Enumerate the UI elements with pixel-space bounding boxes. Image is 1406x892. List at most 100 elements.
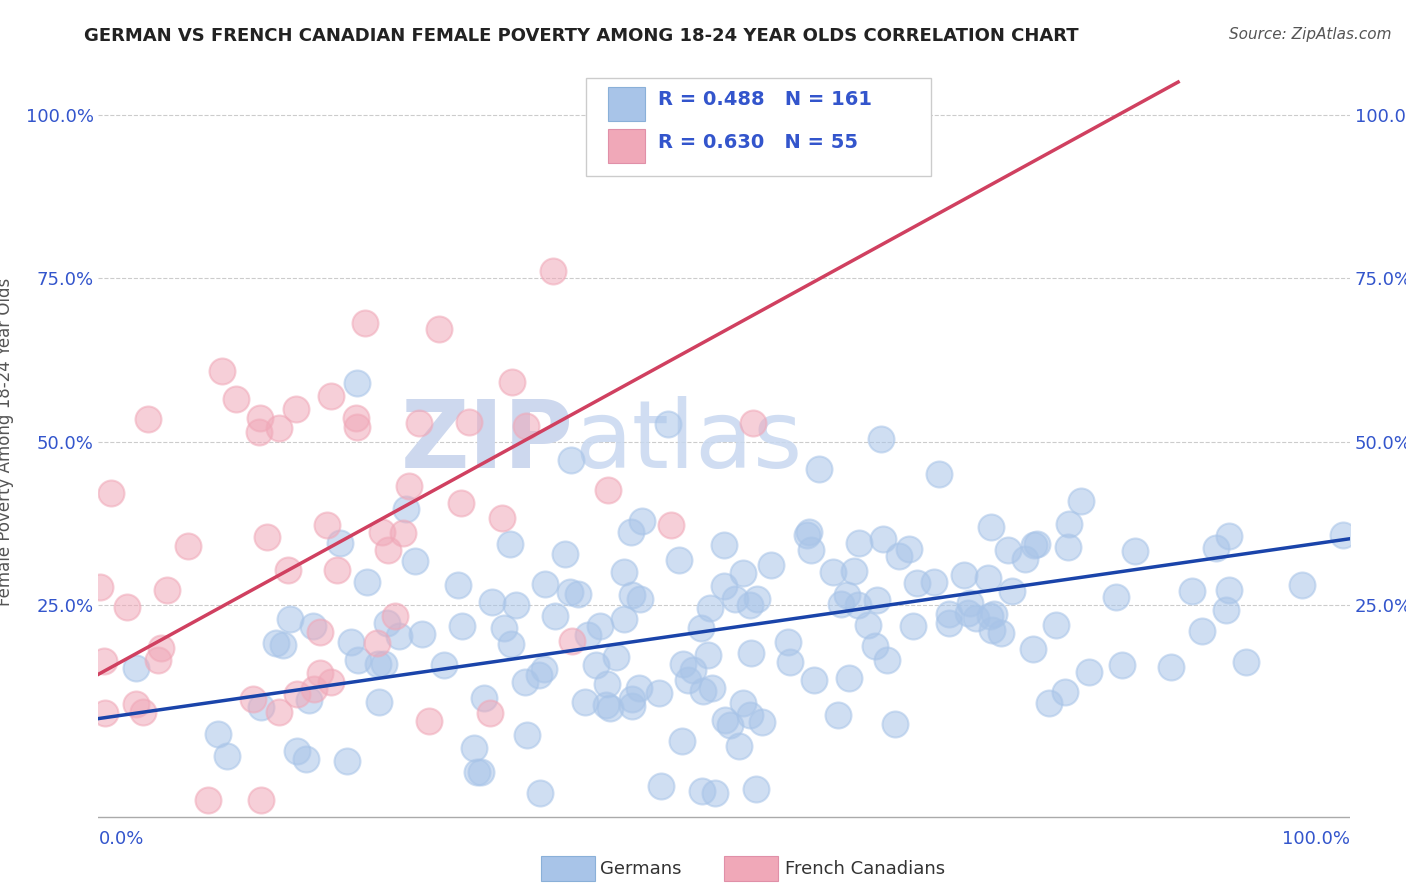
Point <box>672 657 695 672</box>
Point <box>738 707 761 722</box>
Point <box>922 574 945 589</box>
Point <box>451 618 474 632</box>
Point <box>1215 602 1237 616</box>
Point <box>713 579 735 593</box>
Point <box>742 416 765 430</box>
Point <box>699 601 721 615</box>
Point <box>513 675 536 690</box>
Point <box>408 417 430 431</box>
Point <box>835 588 858 602</box>
Point <box>821 565 844 579</box>
Point <box>377 542 399 557</box>
Point <box>336 754 359 768</box>
Point <box>980 519 1002 533</box>
Point <box>620 524 643 539</box>
Point <box>808 462 831 476</box>
Point <box>558 585 581 599</box>
Point <box>620 588 643 602</box>
Point <box>952 567 974 582</box>
Point <box>427 322 450 336</box>
Point <box>724 592 747 607</box>
Point <box>1057 540 1080 554</box>
Point <box>714 713 737 727</box>
Point <box>215 749 238 764</box>
Point <box>585 657 607 672</box>
Point <box>340 635 363 649</box>
Point <box>211 364 233 378</box>
Point <box>533 662 555 676</box>
Point <box>761 558 783 572</box>
Point <box>1038 696 1060 710</box>
Point <box>702 681 724 695</box>
Point <box>838 671 860 685</box>
Point <box>554 547 576 561</box>
Point <box>799 524 821 539</box>
Point <box>89 580 111 594</box>
Point <box>872 532 894 546</box>
Point <box>983 607 1005 622</box>
Point <box>277 563 299 577</box>
Text: GERMAN VS FRENCH CANADIAN FEMALE POVERTY AMONG 18-24 YEAR OLDS CORRELATION CHART: GERMAN VS FRENCH CANADIAN FEMALE POVERTY… <box>84 27 1078 45</box>
Point <box>897 541 920 556</box>
Point <box>433 658 456 673</box>
Text: R = 0.630   N = 55: R = 0.630 N = 55 <box>658 133 858 152</box>
Text: Germans: Germans <box>600 860 682 878</box>
Point <box>1205 541 1227 555</box>
Point <box>671 733 693 747</box>
Point <box>856 618 879 632</box>
Point <box>957 606 980 620</box>
Point <box>574 695 596 709</box>
Point <box>1024 538 1046 552</box>
Point <box>1059 517 1081 532</box>
Point <box>751 714 773 729</box>
Point <box>1218 529 1240 543</box>
Point <box>621 691 644 706</box>
Point <box>346 420 368 434</box>
Point <box>1014 552 1036 566</box>
Point <box>596 676 619 690</box>
Point <box>1234 655 1257 669</box>
Point <box>309 624 332 639</box>
Point <box>294 752 316 766</box>
Point <box>596 483 619 497</box>
Point <box>499 537 522 551</box>
Point <box>472 690 495 705</box>
Point <box>692 684 714 698</box>
Point <box>827 708 849 723</box>
Point <box>207 727 229 741</box>
Point <box>269 421 291 435</box>
Point <box>388 629 411 643</box>
Point <box>905 576 928 591</box>
Point <box>516 728 538 742</box>
Text: 100.0%: 100.0% <box>1282 830 1350 848</box>
Point <box>589 619 612 633</box>
Point <box>149 641 172 656</box>
Point <box>648 685 671 699</box>
Point <box>605 650 627 665</box>
FancyBboxPatch shape <box>586 78 931 177</box>
Point <box>298 693 321 707</box>
Point <box>529 787 551 801</box>
Point <box>302 681 325 696</box>
Point <box>690 621 713 635</box>
Point <box>370 524 392 539</box>
Point <box>450 495 472 509</box>
Point <box>132 706 155 720</box>
Point <box>713 538 735 552</box>
Point <box>492 621 515 635</box>
Point <box>247 425 270 440</box>
Point <box>599 701 621 715</box>
Point <box>613 612 636 626</box>
Point <box>1078 665 1101 679</box>
Point <box>830 597 852 611</box>
Point <box>366 636 388 650</box>
Point <box>136 411 159 425</box>
Point <box>411 626 433 640</box>
Point <box>842 564 865 578</box>
Point <box>1045 618 1067 632</box>
Point <box>256 530 278 544</box>
Point <box>576 627 599 641</box>
Point <box>125 660 148 674</box>
Point <box>285 744 308 758</box>
Point <box>631 514 654 528</box>
